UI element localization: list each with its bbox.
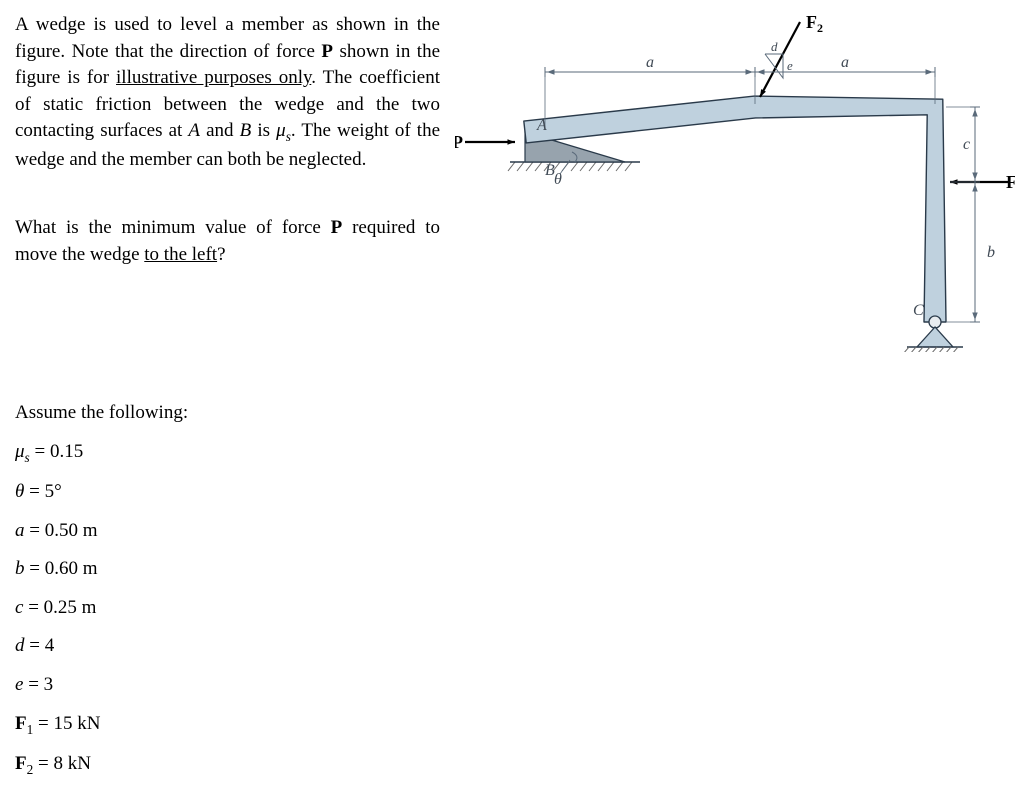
svg-text:a: a bbox=[841, 54, 849, 71]
svg-text:c: c bbox=[963, 136, 970, 153]
param-mu: μs = 0.15 bbox=[15, 439, 1009, 467]
assumptions-block: Assume the following: μs = 0.15 θ = 5° a… bbox=[15, 400, 1009, 779]
param-c: c = 0.25 m bbox=[15, 595, 1009, 622]
param-a: a = 0.50 m bbox=[15, 518, 1009, 545]
svg-text:a: a bbox=[646, 54, 654, 71]
figure-svg: P F1 F2 ed a a c b θ A B C bbox=[455, 12, 1015, 352]
param-F1: F1 = 15 kN bbox=[15, 711, 1009, 739]
svg-text:C: C bbox=[913, 302, 924, 319]
param-e: e = 3 bbox=[15, 672, 1009, 699]
param-d: d = 4 bbox=[15, 633, 1009, 660]
param-theta: θ = 5° bbox=[15, 479, 1009, 506]
svg-text:e: e bbox=[787, 58, 793, 73]
svg-text:d: d bbox=[771, 39, 778, 54]
problem-statement: A wedge is used to level a member as sho… bbox=[15, 12, 440, 277]
svg-text:B: B bbox=[545, 162, 555, 179]
svg-text:F1: F1 bbox=[1006, 172, 1015, 195]
param-F2: F2 = 8 kN bbox=[15, 751, 1009, 779]
question-text: What is the minimum value of force P req… bbox=[15, 215, 440, 268]
svg-text:θ: θ bbox=[554, 171, 562, 188]
svg-text:A: A bbox=[536, 117, 547, 134]
figure-diagram: P F1 F2 ed a a c b θ A B C bbox=[455, 12, 1015, 352]
svg-text:P: P bbox=[455, 132, 463, 152]
assume-heading: Assume the following: bbox=[15, 400, 1009, 427]
problem-text: A wedge is used to level a member as sho… bbox=[15, 12, 440, 173]
svg-text:b: b bbox=[987, 244, 995, 261]
param-b: b = 0.60 m bbox=[15, 556, 1009, 583]
svg-text:F2: F2 bbox=[806, 12, 823, 35]
